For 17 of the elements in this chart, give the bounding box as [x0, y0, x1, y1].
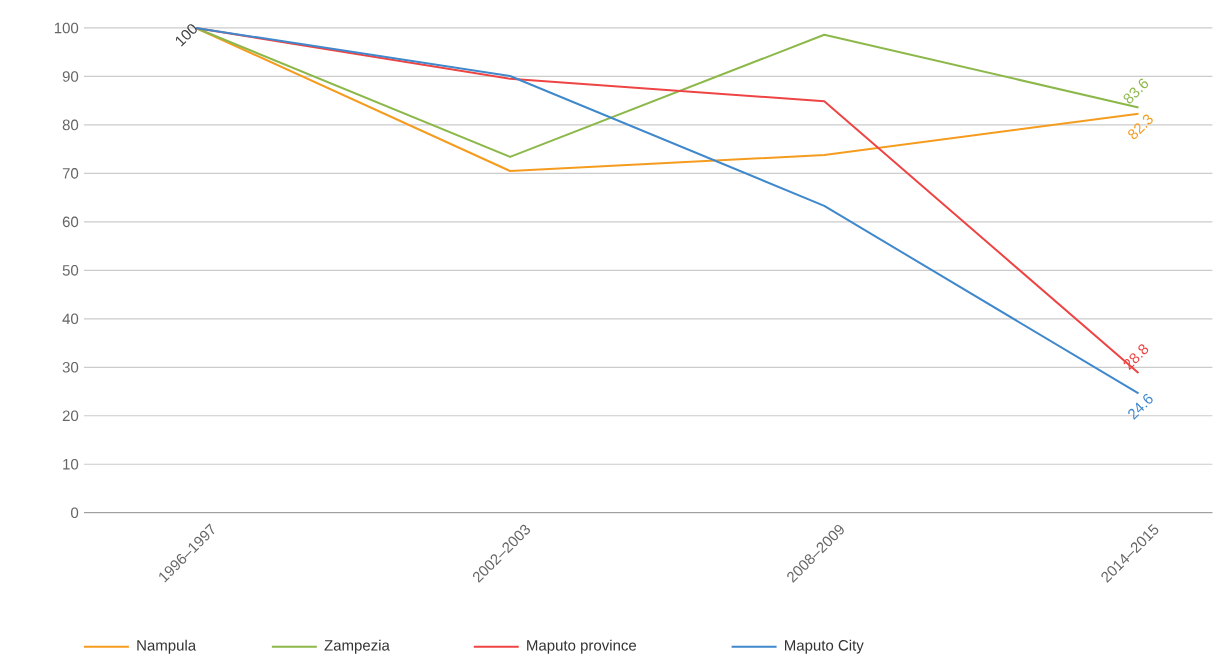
y-tick-label: 70: [62, 168, 79, 179]
y-tick-label: 80: [62, 119, 79, 131]
y-tick-label: 30: [62, 362, 79, 373]
y-tick-label: 10: [63, 459, 79, 470]
legend-label: Maputo City: [785, 639, 864, 654]
y-tick-label: 20: [62, 410, 79, 422]
annotation: 100: [175, 24, 197, 47]
y-tick-label: 60: [62, 216, 79, 228]
legend-label: Maputo province: [527, 639, 637, 654]
y-tick-label: 50: [62, 265, 79, 276]
y-tick-label: 40: [62, 313, 79, 325]
y-tick-label: 0: [71, 507, 79, 519]
data-label: 82.3: [1128, 114, 1153, 140]
y-tick-label: 100: [54, 22, 79, 34]
legend-label: Nampula: [137, 639, 197, 654]
legend-label: Zampezia: [324, 639, 390, 654]
y-tick-label: 90: [62, 71, 79, 82]
